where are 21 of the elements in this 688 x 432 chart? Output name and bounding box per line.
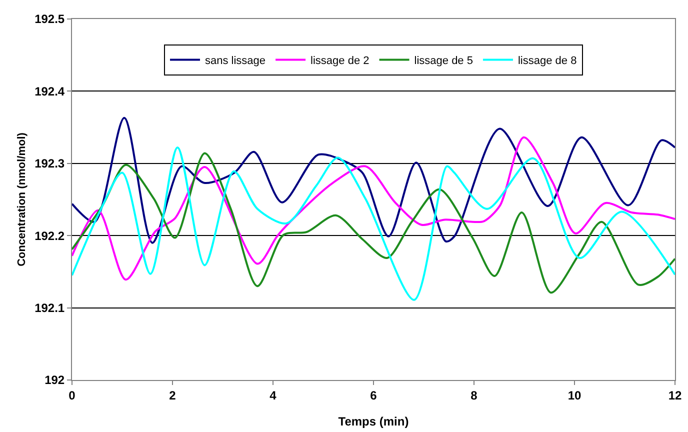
line-series	[72, 116, 675, 244]
legend-label: sans lissage	[205, 55, 266, 68]
legend-label: lissage de 2	[310, 55, 370, 68]
legend-label: lissage de 8	[518, 55, 577, 68]
line-series	[72, 136, 675, 281]
y-tick-label: 192.2	[34, 228, 65, 243]
y-tick-label: 192.1	[34, 301, 65, 315]
y-tick-label: 192.3	[34, 156, 65, 171]
x-tick-label: 12	[668, 388, 682, 402]
y-tick-label: 192.4	[34, 84, 65, 98]
y-tick-label: 192.5	[34, 12, 65, 26]
y-axis-title: Concentration (nmol/mol)	[16, 132, 28, 266]
x-tick-label: 10	[568, 388, 582, 402]
legend-label: lissage de 5	[414, 55, 473, 68]
x-tick-label: 4	[270, 388, 277, 402]
x-tick-label: 2	[169, 388, 176, 402]
x-axis-title: Temps (min)	[338, 414, 409, 428]
x-tick-label: 8	[470, 388, 478, 402]
y-tick-label: 192	[44, 373, 65, 388]
x-tick-label: 6	[370, 388, 378, 402]
x-tick-label: 0	[68, 388, 76, 402]
